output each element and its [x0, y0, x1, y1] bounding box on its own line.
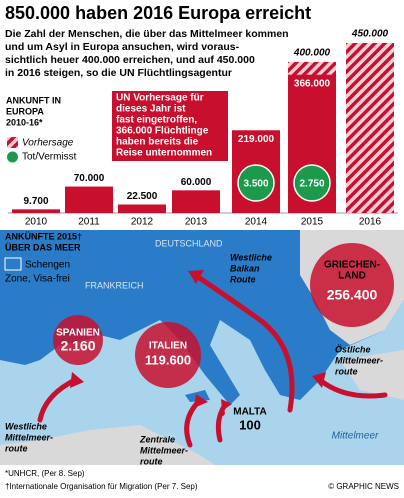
- x-tick-label: 2011: [78, 217, 100, 228]
- bar: [172, 190, 220, 213]
- region-value: 119.600: [145, 352, 191, 367]
- spain-circle: [53, 315, 103, 365]
- region-value: 256.400: [327, 287, 378, 303]
- bar: [346, 43, 394, 213]
- legend-title: EUROPA: [6, 106, 44, 116]
- bar: [118, 204, 166, 213]
- region-label: LAND: [338, 271, 366, 282]
- turkey: [340, 350, 404, 400]
- title: 850.000 haben 2016 Europa erreicht: [5, 3, 311, 23]
- bar: [12, 209, 60, 213]
- italy-circle: [135, 322, 201, 388]
- route-label: Balkan: [230, 263, 260, 273]
- route-label: route: [140, 456, 163, 466]
- data-label: 450.000: [351, 29, 389, 40]
- arrow-head: [221, 399, 232, 411]
- arrow: [37, 377, 78, 423]
- legend-label: Vorhersage: [22, 138, 74, 149]
- route-label: Mittelmeer-: [335, 355, 383, 365]
- data-label: 22.500: [127, 191, 158, 202]
- x-tick-label: 2010: [25, 217, 48, 228]
- country-label: FRANKREICH: [85, 280, 144, 290]
- greece-circle: [310, 243, 394, 327]
- data-label: 70.000: [74, 173, 105, 184]
- credit: © GRAPHIC NEWS: [328, 482, 399, 491]
- arrow-head: [312, 372, 326, 388]
- legend-swatch: [4, 257, 22, 271]
- annotation: UN Vorhersage für: [116, 93, 204, 104]
- footnote: *UNHCR, (Per 8. Sep): [5, 469, 85, 478]
- route-label: Mittelmeer-: [140, 445, 188, 455]
- death-marker: [237, 164, 275, 202]
- death-marker: [293, 164, 331, 202]
- intro-line: und um Asyl in Europa ansuchen, wird vor…: [5, 41, 240, 53]
- intro-line: sichtlich heuer 400.000 erreichen, und a…: [5, 54, 255, 66]
- legend-label: Schengen: [25, 260, 70, 271]
- data-label: 2.750: [299, 179, 324, 190]
- arrow-head: [188, 270, 204, 284]
- annotation: haben bereits die: [116, 137, 199, 148]
- greece-land: [255, 340, 310, 395]
- x-tick-label: 2016: [359, 217, 382, 228]
- sea-label: Mittelmeer: [332, 431, 379, 442]
- arrow: [317, 377, 388, 399]
- bar: [65, 186, 113, 213]
- annotation: 366.000 Flüchtlinge: [116, 126, 209, 137]
- bar-chart: 400.000 450.000 9.700 70.000 22.500 60.000 219…: [6, 29, 398, 228]
- region-label: GRIECHEN-: [324, 260, 380, 271]
- arrow-heads: [70, 270, 326, 411]
- x-tick-label: 2015: [301, 217, 324, 228]
- legend-title: 2010-16*: [6, 117, 43, 127]
- legend-swatch: [7, 137, 18, 148]
- arrow-head: [194, 394, 208, 408]
- data-label: 366.000: [294, 78, 331, 89]
- map-title: ANKÜNFTE 2015†: [5, 231, 82, 241]
- route-label: Route: [230, 274, 256, 284]
- region-label: ITALIEN: [149, 341, 187, 352]
- route-label: Westliche: [5, 421, 47, 431]
- region-value: 100: [239, 417, 261, 432]
- x-tick-label: 2012: [131, 217, 154, 228]
- intro-line: in 2016 steigen, so die UN Flüchtlingsag…: [5, 67, 232, 79]
- data-label: 400.000: [293, 48, 331, 59]
- annotation: dieses Jahr ist: [116, 104, 186, 115]
- region-value: 2.160: [60, 338, 95, 354]
- map: ANKÜNFTE 2015† ÜBER DAS MEER Schengen Zo…: [0, 230, 404, 466]
- map-title: ÜBER DAS MEER: [5, 242, 81, 252]
- region-label: SPANIEN: [56, 328, 100, 339]
- country-label: DEUTSCHLAND: [155, 238, 223, 248]
- legend-label: Zone, Visa-frei: [5, 274, 70, 285]
- data-label: 9.700: [23, 196, 48, 207]
- arrow-head: [70, 372, 84, 388]
- route-label: route: [335, 366, 358, 376]
- intro-line: Die Zahl der Menschen, die über das Mitt…: [5, 28, 289, 40]
- route-label: route: [5, 443, 28, 453]
- route-label: Zentrale: [139, 434, 175, 444]
- malta-dot: [219, 410, 225, 416]
- intro: Die Zahl der Menschen, die über das Mitt…: [5, 28, 289, 79]
- data-label: 219.000: [238, 134, 275, 145]
- legend-label: Tot/Vermisst: [22, 152, 77, 163]
- footnote: †Internationale Organisation für Migrati…: [5, 482, 198, 491]
- legend-swatch: [7, 151, 18, 163]
- annotation-box: [112, 91, 228, 161]
- x-tick-label: 2013: [185, 217, 208, 228]
- route-label: Mittelmeer-: [5, 432, 53, 442]
- route-label: Östliche: [335, 344, 371, 354]
- annotation: fast eingetroffen,: [116, 115, 197, 126]
- annotation: Reise unternommen: [116, 148, 212, 159]
- region-label: MALTA: [233, 407, 267, 418]
- africa: [0, 425, 215, 465]
- route-label: Westliche: [230, 252, 272, 262]
- x-tick-label: 2014: [245, 217, 268, 228]
- arrow: [192, 272, 295, 413]
- legend-title: ANKUNFT IN: [6, 95, 61, 105]
- data-label: 60.000: [181, 177, 212, 188]
- data-label: 3.500: [243, 179, 268, 190]
